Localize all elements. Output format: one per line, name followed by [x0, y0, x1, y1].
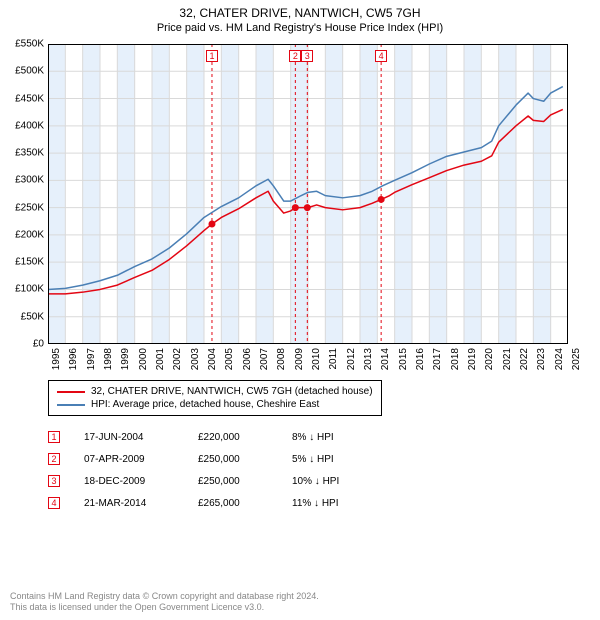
x-tick-label: 2020	[484, 348, 495, 370]
x-tick-label: 2022	[519, 348, 530, 370]
chart-svg	[48, 44, 568, 344]
x-tick-label: 2011	[328, 348, 339, 370]
x-tick-label: 2008	[276, 348, 287, 370]
transaction-pct: 11% ↓ HPI	[292, 498, 382, 509]
legend-label: 32, CHATER DRIVE, NANTWICH, CW5 7GH (det…	[91, 386, 373, 397]
x-tick-label: 2006	[242, 348, 253, 370]
transaction-date: 07-APR-2009	[84, 454, 174, 465]
transaction-pct: 5% ↓ HPI	[292, 454, 382, 465]
footer-line-1: Contains HM Land Registry data © Crown c…	[10, 591, 319, 603]
y-tick-label: £500K	[15, 66, 48, 77]
y-tick-label: £450K	[15, 93, 48, 104]
legend-item: HPI: Average price, detached house, Ches…	[57, 398, 373, 411]
transaction-row: 2 07-APR-2009 £250,000 5% ↓ HPI	[48, 448, 600, 470]
x-tick-label: 1995	[51, 348, 62, 370]
legend-swatch	[57, 391, 85, 393]
x-tick-label: 2003	[190, 348, 201, 370]
transaction-price: £250,000	[198, 476, 268, 487]
transaction-price: £250,000	[198, 454, 268, 465]
x-tick-label: 2019	[467, 348, 478, 370]
transaction-date: 17-JUN-2004	[84, 432, 174, 443]
x-tick-label: 1999	[120, 348, 131, 370]
footer-line-2: This data is licensed under the Open Gov…	[10, 602, 319, 614]
x-tick-label: 2012	[346, 348, 357, 370]
x-tick-label: 2000	[138, 348, 149, 370]
x-tick-label: 2015	[398, 348, 409, 370]
transaction-date: 18-DEC-2009	[84, 476, 174, 487]
y-tick-label: £300K	[15, 175, 48, 186]
x-tick-label: 2013	[363, 348, 374, 370]
legend-item: 32, CHATER DRIVE, NANTWICH, CW5 7GH (det…	[57, 385, 373, 398]
page-subtitle: Price paid vs. HM Land Registry's House …	[0, 20, 600, 34]
x-tick-label: 2014	[380, 348, 391, 370]
transaction-pct: 8% ↓ HPI	[292, 432, 382, 443]
y-tick-label: £50K	[21, 311, 48, 322]
x-tick-label: 2004	[207, 348, 218, 370]
transaction-row: 3 18-DEC-2009 £250,000 10% ↓ HPI	[48, 470, 600, 492]
x-tick-label: 2018	[450, 348, 461, 370]
y-tick-label: £150K	[15, 257, 48, 268]
transaction-price: £220,000	[198, 432, 268, 443]
x-tick-label: 2025	[571, 348, 582, 370]
x-tick-label: 2005	[224, 348, 235, 370]
x-tick-label: 2009	[294, 348, 305, 370]
x-tick-label: 2016	[415, 348, 426, 370]
y-tick-label: £250K	[15, 202, 48, 213]
page: 32, CHATER DRIVE, NANTWICH, CW5 7GH Pric…	[0, 0, 600, 620]
transaction-pct: 10% ↓ HPI	[292, 476, 382, 487]
x-tick-label: 1996	[68, 348, 79, 370]
y-tick-label: £0	[33, 339, 48, 350]
transaction-row: 4 21-MAR-2014 £265,000 11% ↓ HPI	[48, 492, 600, 514]
transaction-marker: 2	[48, 453, 60, 465]
x-tick-label: 1998	[103, 348, 114, 370]
x-tick-label: 2002	[172, 348, 183, 370]
x-tick-label: 2017	[432, 348, 443, 370]
transaction-marker: 1	[48, 431, 60, 443]
x-tick-label: 2007	[259, 348, 270, 370]
transaction-row: 1 17-JUN-2004 £220,000 8% ↓ HPI	[48, 426, 600, 448]
marker-box: 2	[289, 50, 301, 62]
footer: Contains HM Land Registry data © Crown c…	[10, 591, 319, 614]
y-tick-label: £550K	[15, 39, 48, 50]
marker-box: 1	[206, 50, 218, 62]
x-tick-label: 1997	[86, 348, 97, 370]
transaction-date: 21-MAR-2014	[84, 498, 174, 509]
x-tick-label: 2023	[536, 348, 547, 370]
transaction-marker: 3	[48, 475, 60, 487]
transaction-price: £265,000	[198, 498, 268, 509]
y-tick-label: £400K	[15, 120, 48, 131]
legend-swatch	[57, 404, 85, 406]
x-tick-label: 2001	[155, 348, 166, 370]
y-tick-label: £100K	[15, 284, 48, 295]
page-title: 32, CHATER DRIVE, NANTWICH, CW5 7GH	[0, 0, 600, 20]
y-tick-label: £350K	[15, 148, 48, 159]
marker-box: 3	[301, 50, 313, 62]
legend-label: HPI: Average price, detached house, Ches…	[91, 399, 319, 410]
transaction-marker: 4	[48, 497, 60, 509]
y-tick-label: £200K	[15, 229, 48, 240]
x-tick-label: 2021	[502, 348, 513, 370]
legend: 32, CHATER DRIVE, NANTWICH, CW5 7GH (det…	[48, 380, 382, 416]
transactions-table: 1 17-JUN-2004 £220,000 8% ↓ HPI 2 07-APR-2009…	[48, 426, 600, 514]
line-chart: £0£50K£100K£150K£200K£250K£300K£350K£400…	[48, 44, 568, 344]
marker-box: 4	[375, 50, 387, 62]
x-tick-label: 2024	[554, 348, 565, 370]
x-tick-label: 2010	[311, 348, 322, 370]
